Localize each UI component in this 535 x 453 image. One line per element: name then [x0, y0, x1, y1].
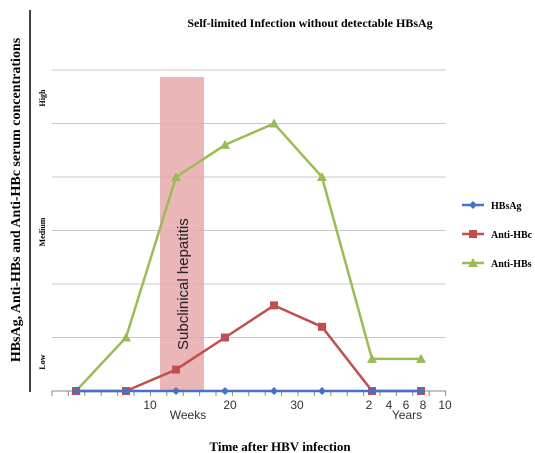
tick-label-10w: 10	[143, 398, 157, 412]
y-axis-title: HBsAg, Anti-HBs and Anti-HBc serum conce…	[9, 37, 24, 362]
data-point	[172, 387, 180, 395]
data-point	[368, 387, 376, 395]
data-point	[172, 365, 180, 374]
legend-label: Anti-HBs	[491, 259, 532, 270]
data-point	[221, 387, 229, 395]
data-point	[367, 353, 377, 363]
legend-item-anti-hbc: Anti-HBc	[462, 230, 533, 241]
unit-years: Years	[392, 408, 422, 422]
chart-title: Self-limited Infection without detectabl…	[187, 16, 432, 30]
tick-label-4y: 4	[386, 398, 393, 412]
tick-label-8y: 8	[420, 398, 427, 412]
legend-marker	[469, 230, 477, 238]
data-point	[122, 387, 130, 395]
level-low: Low	[38, 354, 47, 369]
gridlines	[52, 69, 446, 338]
data-point	[417, 387, 425, 395]
unit-weeks: Weeks	[170, 408, 206, 422]
x-axis-title: Time after HBV infection	[209, 439, 351, 453]
subclinical-hepatitis-band	[160, 77, 204, 391]
series-anti-hbs	[71, 118, 426, 395]
series-anti-hbc	[72, 301, 425, 395]
legend-item-hbsag: HBsAg	[462, 201, 522, 212]
subclinical-hepatitis-label: Subclinical hepatitis	[175, 218, 192, 350]
legend-label: Anti-HBc	[491, 230, 533, 241]
data-point	[121, 332, 131, 342]
legend: HBsAg Anti-HBc Anti-HBs	[462, 201, 533, 270]
data-point	[270, 301, 278, 310]
data-point	[318, 322, 326, 331]
tick-label-2y: 2	[366, 398, 373, 412]
legend-item-anti-hbs: Anti-HBs	[462, 258, 532, 270]
legend-marker	[468, 258, 478, 267]
data-point	[318, 387, 326, 395]
tick-label-6y: 6	[403, 398, 410, 412]
series-line	[76, 303, 421, 393]
series-hbsag	[72, 387, 425, 395]
series-layer	[71, 118, 426, 395]
data-point	[220, 139, 230, 149]
data-point	[269, 118, 279, 128]
series-line	[75, 121, 421, 392]
tick-label-20w: 20	[223, 398, 237, 412]
x-axis-ticks	[51, 391, 447, 396]
data-point	[270, 387, 278, 395]
legend-marker	[469, 201, 477, 209]
level-medium: Medium	[38, 217, 47, 246]
data-point	[171, 172, 181, 181]
tick-label-30w: 30	[290, 398, 304, 412]
legend-label: HBsAg	[491, 201, 522, 212]
data-point	[72, 387, 80, 395]
level-high: High	[38, 89, 47, 106]
data-point	[416, 353, 426, 363]
tick-label-10y: 10	[438, 398, 452, 412]
data-point	[317, 172, 327, 181]
data-point	[221, 333, 229, 342]
